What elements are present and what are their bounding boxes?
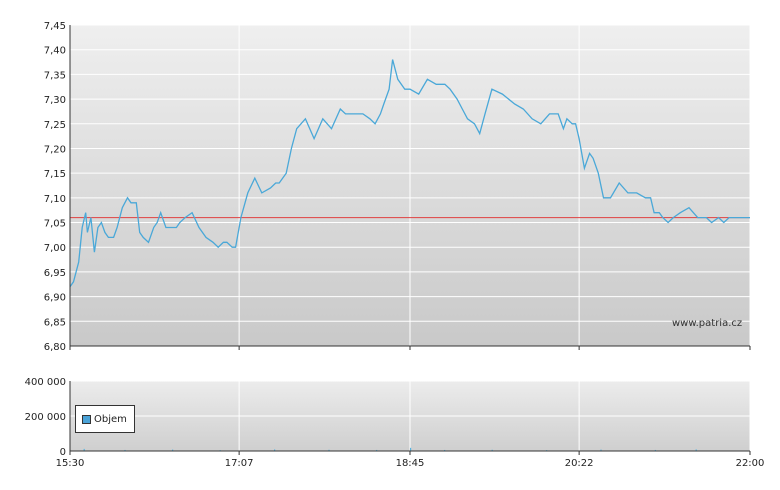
price-y-axis: 7,45 7,40 7,35 7,30 7,25 7,20 7,15 7,10 7,05 7,00… [44,21,66,353]
volume-legend: Objem [75,405,135,433]
volume-bar [83,448,85,451]
volume-bar [491,449,493,451]
price-y-tick-label: 7,05 [44,219,66,230]
volume-legend-swatch [82,414,91,424]
price-y-tick-label: 7,30 [44,95,66,106]
price-grid [69,24,751,347]
price-y-tick-label: 7,20 [44,144,66,155]
price-y-tick-label: 6,95 [44,268,66,279]
price-y-tick-label: 6,80 [44,342,66,353]
volume-y-tick-label: 400 000 [25,377,66,388]
x-tick-label: 18:45 [396,458,425,469]
price-y-tick-label: 7,15 [44,169,66,180]
volume-bar [124,449,126,451]
watermark-text: www.patria.cz [672,318,743,329]
price-y-tick-label: 7,40 [44,46,66,57]
price-y-tick-label: 7,45 [44,21,66,32]
volume-y-axis: 400 000 200 000 0 [25,377,66,458]
price-y-tick-label: 6,85 [44,317,66,328]
price-y-tick-label: 7,10 [44,194,66,205]
x-tick-label: 22:00 [736,458,765,469]
volume-series [83,447,697,451]
price-y-tick-label: 7,00 [44,243,66,254]
volume-bar [274,449,276,451]
x-axis: 15:30 17:07 18:45 20:22 22:00 [56,346,765,469]
price-y-tick-label: 7,35 [44,70,66,81]
volume-bar [172,449,174,451]
volume-bar [654,449,656,451]
volume-bar [376,449,378,451]
volume-y-tick-label: 200 000 [25,412,66,423]
volume-y-tick-label: 0 [60,447,66,458]
x-tick-label: 17:07 [225,458,254,469]
volume-bar [695,449,697,451]
volume-legend-label: Objem [94,413,127,425]
x-tick-label: 20:22 [565,458,594,469]
price-y-tick-label: 7,25 [44,120,66,131]
volume-bar [328,449,330,451]
price-y-tick-label: 6,90 [44,293,66,304]
volume-bar [410,447,412,451]
x-tick-label: 15:30 [56,458,85,469]
price-series-line [69,59,750,288]
price-series [69,59,750,288]
volume-bar [600,449,602,451]
volume-bar [444,449,446,451]
